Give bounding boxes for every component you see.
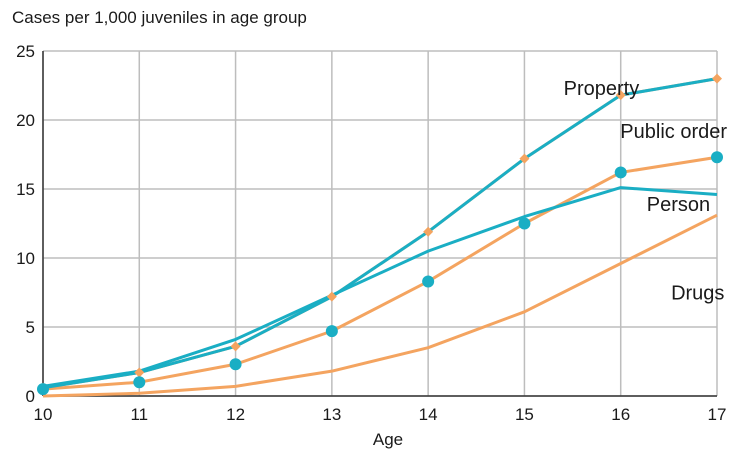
property-point-marker [712,73,722,84]
public-order-point-marker [229,358,242,371]
y-tick-label: 20 [16,111,35,130]
x-tick-label: 17 [708,405,727,424]
public-order-point-marker [37,383,49,396]
y-tick-label: 0 [26,387,35,406]
property-point-marker [134,367,145,378]
y-tick-label: 25 [16,42,35,61]
x-tick-label: 14 [419,405,438,424]
series-line-person [42,186,718,388]
public-order-point-marker [518,217,531,230]
property-point-marker [326,291,337,302]
property-point-marker [423,226,434,237]
x-tick-label: 11 [130,405,148,424]
y-axis-title: Cases per 1,000 juveniles in age group [12,8,307,27]
property-point-marker [519,153,530,164]
series-label-property: Property [564,78,640,100]
y-tick-label: 5 [26,318,35,337]
public-order-point-marker [711,151,723,164]
y-tick-label: 15 [16,180,35,199]
x-tick-label: 13 [322,405,341,424]
public-order-point-marker [614,166,627,179]
series-label-drugs: Drugs [671,282,724,304]
property-point-marker [615,90,626,101]
x-tick-label: 16 [611,405,630,424]
public-order-point-marker [422,275,435,288]
series-label-person: Person [647,194,710,216]
x-axis-title: Age [373,430,403,449]
series-line-property-line [42,77,718,390]
y-tick-label: 10 [16,249,35,268]
series-label-public-order: Public order [620,121,727,143]
series-line-property [42,77,718,390]
x-tick-label: 12 [226,405,245,424]
series-line-drugs [42,213,718,398]
x-tick-label: 10 [34,405,53,424]
public-order-point-marker [133,376,146,389]
series-line-public-order [42,155,718,391]
public-order-point-marker [325,325,338,338]
property-point-marker [230,341,241,352]
x-tick-label: 15 [515,405,534,424]
